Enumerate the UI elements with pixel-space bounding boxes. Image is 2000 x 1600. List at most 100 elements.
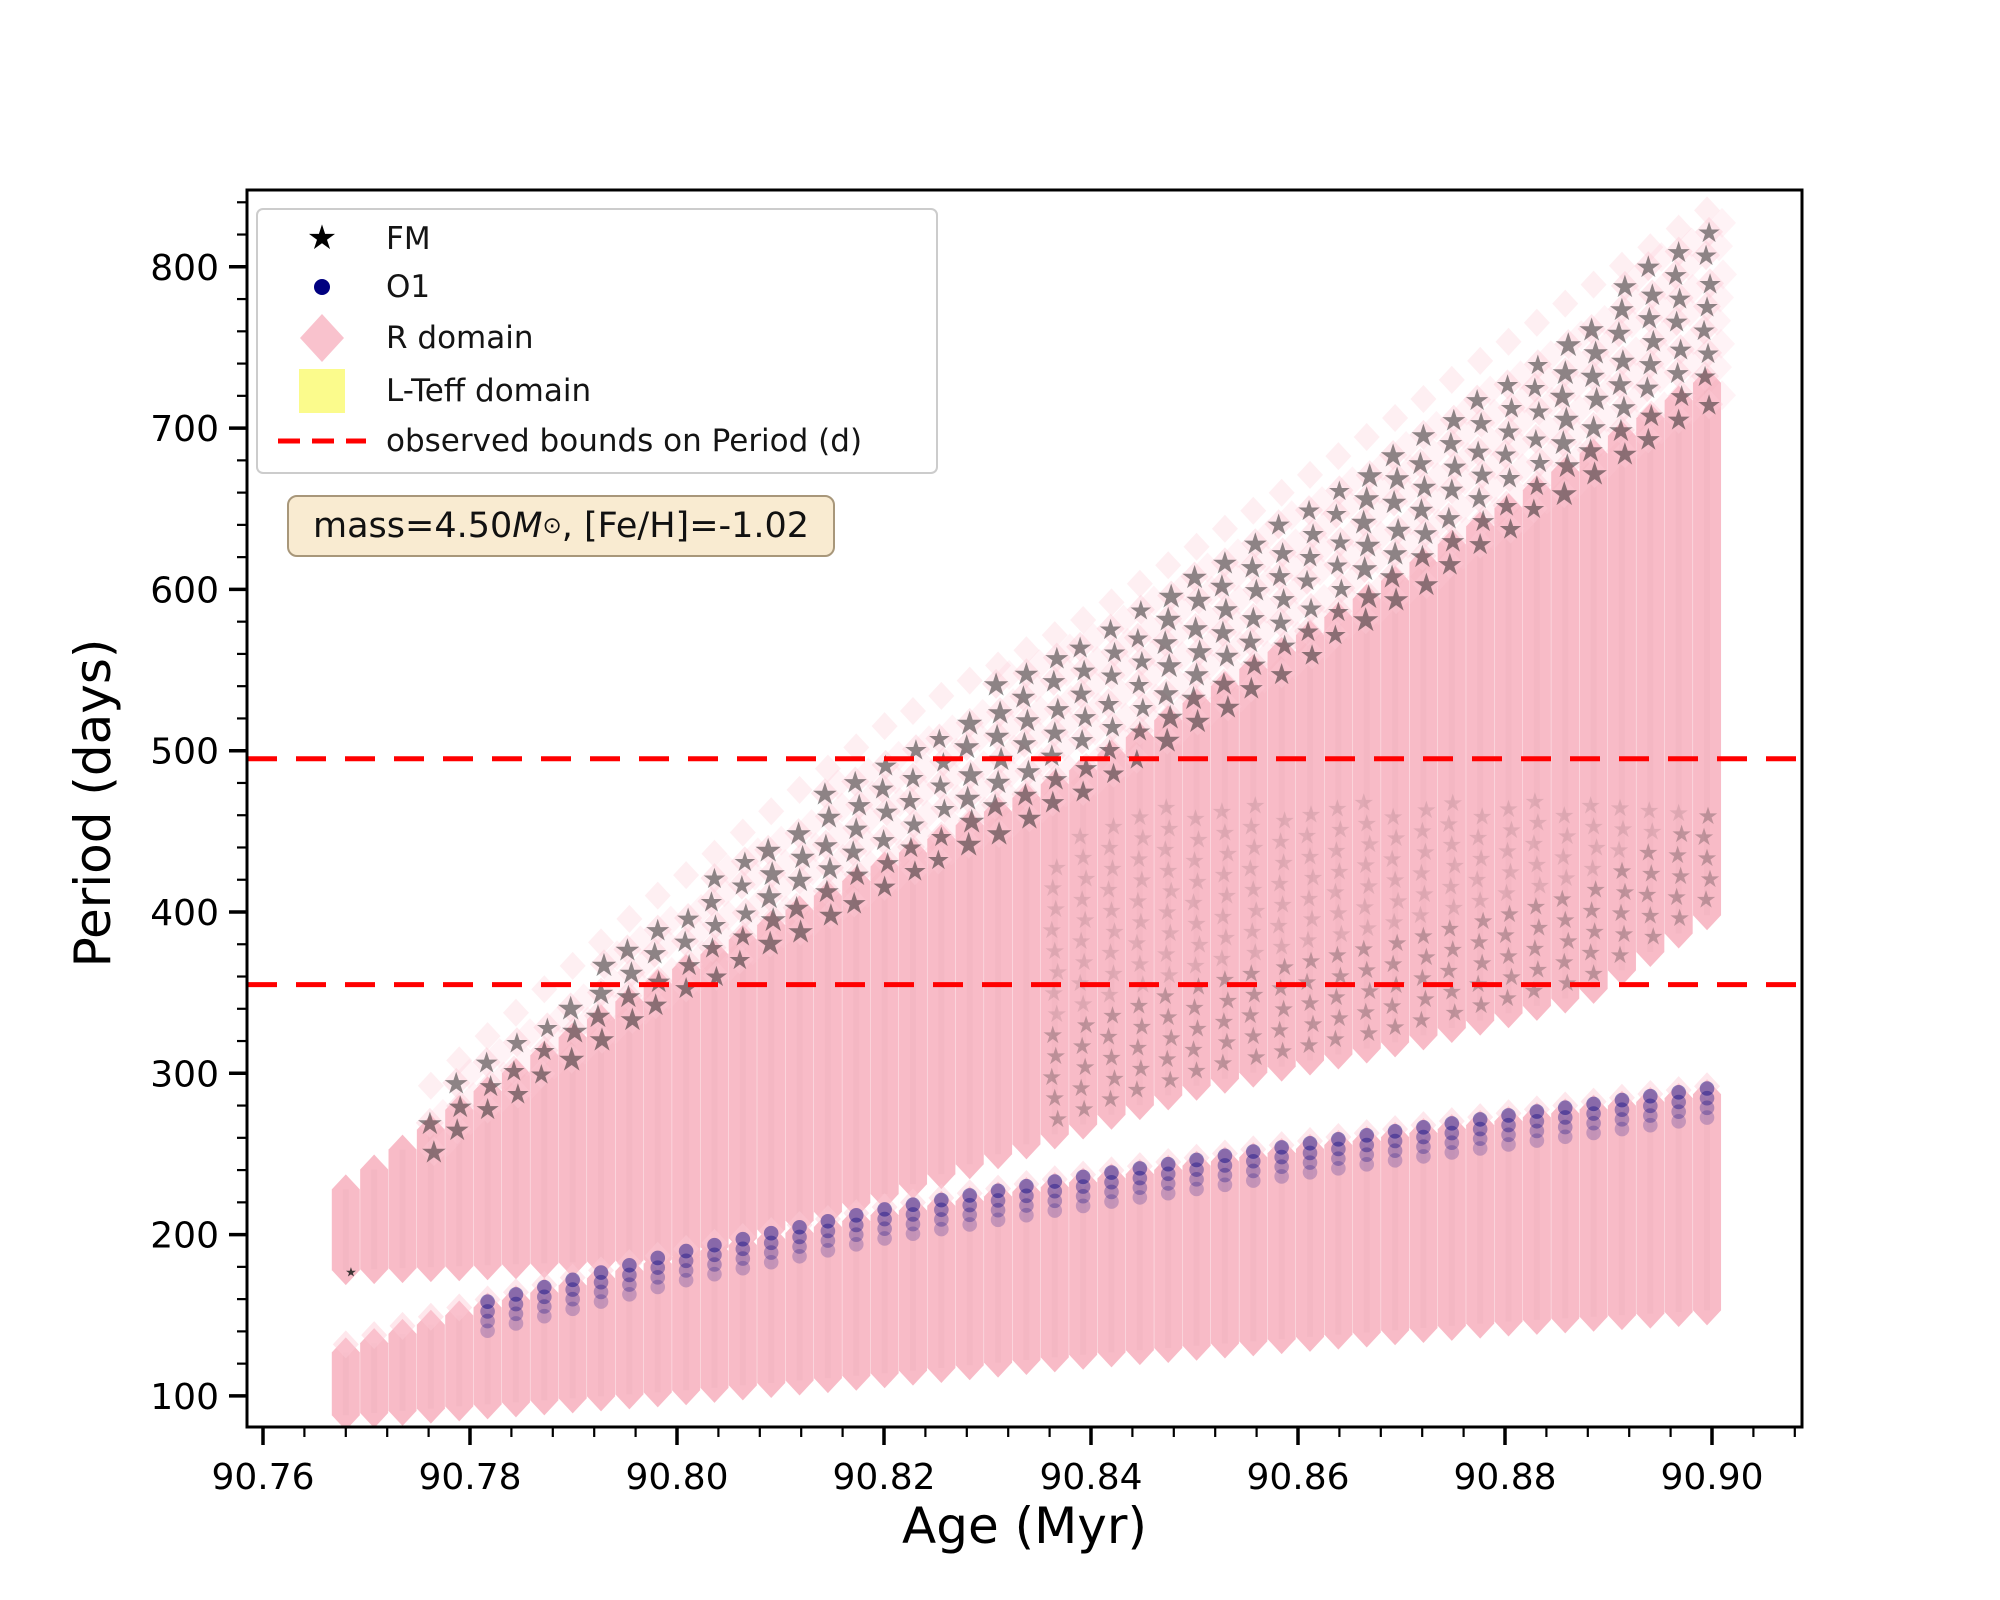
r-domain-diamond — [812, 876, 841, 907]
fm-deep-star-marker: ★ — [1353, 788, 1375, 816]
fm-star-marker: ★ — [588, 1020, 617, 1058]
r-domain-column — [1040, 769, 1069, 1150]
r-domain-diamond — [332, 1330, 359, 1359]
r-domain-diamond — [1350, 552, 1379, 583]
r-domain-diamond — [1576, 434, 1605, 465]
r-domain-diamond — [1561, 371, 1590, 402]
o1-dot-marker — [1643, 1108, 1658, 1123]
r-domain-diamond — [446, 1293, 473, 1322]
fm-star-marker: ★ — [641, 937, 668, 972]
r-domain-diamond — [654, 980, 683, 1011]
fm-star-marker: ★ — [841, 886, 868, 921]
fm-star-marker: ★ — [1436, 548, 1463, 583]
fm-deep-star-marker: ★ — [1555, 864, 1577, 892]
r-domain-diamond — [1323, 549, 1352, 580]
r-domain-diamond — [1524, 395, 1553, 426]
o1-dot-marker — [1643, 1088, 1658, 1104]
fm-deep-star-marker: ★ — [1128, 845, 1150, 873]
o1-dot-marker — [1529, 1104, 1545, 1119]
r-domain-diamond — [1532, 484, 1561, 515]
r-domain-diamond — [1691, 361, 1720, 392]
r-domain-diamond — [981, 789, 1010, 820]
fm-deep-star-marker: ★ — [1524, 934, 1546, 962]
fm-star-marker: ★ — [1524, 425, 1548, 456]
fm-star-marker: ★ — [1691, 314, 1716, 347]
y-tick-label: 400 — [150, 893, 219, 934]
fm-star-marker: ★ — [1548, 423, 1578, 462]
r-domain-column — [1012, 1176, 1041, 1376]
fm-star-marker: ★ — [1014, 703, 1042, 739]
r-domain-diamond — [882, 815, 911, 846]
r-domain-diamond — [1037, 740, 1066, 771]
r-domain-diamond — [984, 766, 1013, 797]
fm-deep-star-marker: ★ — [1100, 1085, 1122, 1113]
x-tick-label: 90.82 — [832, 1457, 935, 1498]
r-domain-diamond — [728, 921, 757, 952]
r-domain-diamond — [1678, 273, 1707, 304]
fm-deep-star-marker: ★ — [1410, 901, 1432, 929]
r-domain-diamond — [843, 859, 872, 890]
fm-star-marker: ★ — [1611, 269, 1639, 305]
o1-dot-marker — [1387, 1143, 1403, 1158]
fm-deep-star-marker: ★ — [1384, 866, 1406, 894]
r-domain-column — [558, 1270, 587, 1414]
fm-star-marker: ★ — [447, 1090, 474, 1125]
fm-star-marker: ★ — [1100, 711, 1125, 744]
r-domain-diamond — [1690, 314, 1719, 345]
fm-star-marker: ★ — [1042, 762, 1069, 797]
r-domain-diamond — [1311, 630, 1340, 661]
r-domain-diamond — [1507, 406, 1536, 437]
fm-star-marker: ★ — [1579, 408, 1608, 446]
o1-dot-marker — [593, 1274, 609, 1290]
r-domain-column — [927, 1190, 956, 1383]
o1-dot-marker — [848, 1237, 864, 1252]
r-domain-diamond — [1181, 612, 1210, 643]
fm-deep-star-marker: ★ — [1158, 814, 1180, 842]
r-domain-diamond — [1623, 429, 1652, 460]
r-domain-diamond — [1608, 1083, 1635, 1112]
fm-deep-star-marker: ★ — [1527, 809, 1549, 837]
o1-dot-marker — [537, 1279, 552, 1295]
fm-star-marker: ★ — [1130, 647, 1154, 678]
o1-dot-marker — [1075, 1198, 1091, 1214]
r-domain-diamond — [1582, 383, 1611, 414]
r-domain-diamond — [1297, 592, 1326, 623]
x-tick-label: 90.88 — [1453, 1457, 1556, 1498]
fm-deep-star-marker: ★ — [1497, 984, 1519, 1012]
o1-dot-marker — [1444, 1145, 1460, 1160]
fm-star-marker: ★ — [1180, 558, 1209, 596]
fm-deep-star-marker: ★ — [1609, 794, 1631, 822]
r-domain-diamond — [1363, 543, 1392, 574]
fm-star-marker: ★ — [1666, 402, 1692, 436]
r-domain-column — [1522, 1102, 1551, 1335]
r-domain-diamond — [1453, 442, 1482, 473]
o1-dot-marker — [905, 1207, 921, 1222]
r-domain-diamond — [674, 902, 703, 933]
fm-deep-star-marker: ★ — [1070, 927, 1092, 955]
o1-dot-marker — [1529, 1133, 1545, 1148]
o1-dot-marker — [1302, 1145, 1318, 1161]
o1-dot-marker — [1331, 1161, 1346, 1176]
fm-deep-star-marker: ★ — [1496, 879, 1518, 907]
fm-star-marker: ★ — [1411, 469, 1439, 505]
fm-star-marker: ★ — [1499, 392, 1524, 425]
o1-dot-marker — [650, 1270, 666, 1285]
o1-dot-marker — [1104, 1194, 1119, 1209]
fm-star-marker: ★ — [985, 815, 1014, 853]
r-domain-diamond — [1268, 537, 1297, 568]
o1-dot-marker — [1671, 1114, 1686, 1129]
r-domain-diamond — [1197, 575, 1226, 606]
r-domain-diamond — [1519, 493, 1548, 524]
r-domain-diamond — [1183, 1143, 1210, 1172]
y-tick-label: 300 — [150, 1054, 219, 1095]
r-domain-column — [1607, 1090, 1636, 1331]
r-domain-diamond — [1182, 659, 1211, 690]
o1-dot-marker — [565, 1272, 580, 1288]
r-domain-diamond — [1397, 505, 1426, 536]
r-domain-column — [870, 1200, 899, 1389]
r-domain-diamond — [1580, 458, 1609, 489]
legend-item-fm: ★ FM — [258, 217, 936, 261]
r-domain-diamond — [640, 937, 669, 968]
fm-deep-star-marker: ★ — [1415, 838, 1437, 866]
r-domain-column — [757, 1223, 786, 1398]
